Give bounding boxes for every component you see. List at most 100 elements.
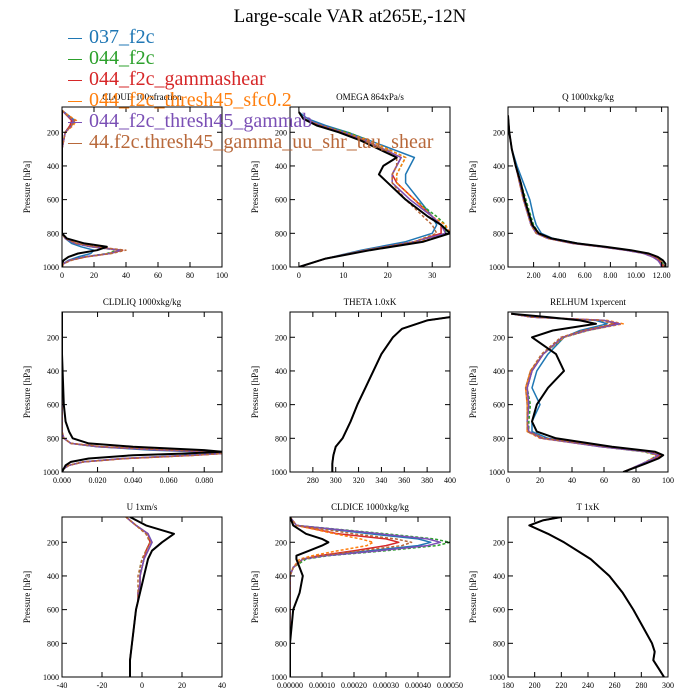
x-tick-label: 0 xyxy=(60,271,64,280)
y-axis-label: Pressure [hPa] xyxy=(250,571,260,623)
x-tick-label: 0 xyxy=(506,476,510,485)
x-tick-label: 60 xyxy=(600,476,608,485)
y-axis-label: Pressure [hPa] xyxy=(468,366,478,418)
panel-title: U 1xm/s xyxy=(127,502,158,512)
panel-title: RELHUM 1xpercent xyxy=(550,297,626,307)
series-line xyxy=(528,517,665,677)
x-tick-label: 0.00030 xyxy=(373,681,399,690)
x-tick-label: 400 xyxy=(444,476,456,485)
y-axis-label: Pressure [hPa] xyxy=(22,571,32,623)
figure-title: Large-scale VAR at265E,-12N xyxy=(233,6,467,27)
panel-title: THETA 1.0xK xyxy=(344,297,397,307)
panel-title: CLOUD 100xfraction xyxy=(102,92,182,102)
x-tick-label: 12.00 xyxy=(653,271,671,280)
x-tick-label: 360 xyxy=(398,476,410,485)
series-group xyxy=(62,312,222,472)
y-tick-label: 400 xyxy=(275,162,287,171)
x-tick-label: 0.020 xyxy=(89,476,107,485)
y-tick-label: 800 xyxy=(493,229,505,238)
panel-title: CLDICE 1000xkg/kg xyxy=(331,502,409,512)
y-tick-label: 400 xyxy=(493,162,505,171)
y-tick-label: 1000 xyxy=(271,468,287,477)
series-group xyxy=(528,517,665,677)
legend-swatch xyxy=(68,38,82,39)
x-tick-label: 0.00020 xyxy=(341,681,367,690)
series-group xyxy=(331,316,450,472)
x-tick-label: 0.00050 xyxy=(437,681,463,690)
x-tick-label: 2.00 xyxy=(527,271,541,280)
x-tick-label: 20 xyxy=(384,271,392,280)
y-tick-label: 400 xyxy=(493,367,505,376)
y-tick-label: 200 xyxy=(275,538,287,547)
x-tick-label: 0.000 xyxy=(53,476,71,485)
y-tick-label: 1000 xyxy=(489,263,505,272)
series-line xyxy=(528,517,665,677)
y-tick-label: 600 xyxy=(275,401,287,410)
legend-swatch xyxy=(68,80,82,81)
x-tick-label: 280 xyxy=(307,476,319,485)
x-tick-label: 300 xyxy=(662,681,674,690)
x-tick-label: 10.00 xyxy=(627,271,645,280)
x-tick-label: 0 xyxy=(140,681,144,690)
y-axis-label: Pressure [hPa] xyxy=(250,366,260,418)
x-tick-label: 8.00 xyxy=(603,271,617,280)
series-line-reference xyxy=(62,110,108,267)
y-tick-label: 800 xyxy=(275,434,287,443)
x-tick-label: -40 xyxy=(57,681,68,690)
x-tick-label: 180 xyxy=(502,681,514,690)
y-tick-label: 600 xyxy=(493,196,505,205)
panel-title: T 1xK xyxy=(576,502,600,512)
y-tick-label: 600 xyxy=(47,401,59,410)
series-line xyxy=(62,109,121,267)
y-tick-label: 800 xyxy=(47,229,59,238)
y-axis-label: Pressure [hPa] xyxy=(468,161,478,213)
y-tick-label: 1000 xyxy=(271,673,287,682)
x-tick-label: 40 xyxy=(218,681,226,690)
x-tick-label: 240 xyxy=(582,681,594,690)
series-line xyxy=(62,312,222,472)
series-line xyxy=(528,517,665,677)
x-tick-label: 280 xyxy=(635,681,647,690)
legend-swatch xyxy=(68,122,82,123)
x-tick-label: 80 xyxy=(186,271,194,280)
series-line xyxy=(290,517,432,677)
legend-label: 044_f2c_gammashear xyxy=(89,68,266,90)
y-axis-label: Pressure [hPa] xyxy=(250,161,260,213)
y-tick-label: 800 xyxy=(47,639,59,648)
plot-frame xyxy=(61,311,223,473)
y-tick-label: 1000 xyxy=(271,263,287,272)
y-tick-label: 400 xyxy=(275,572,287,581)
x-tick-label: 40 xyxy=(122,271,130,280)
x-tick-label: -20 xyxy=(97,681,108,690)
y-tick-label: 1000 xyxy=(43,263,59,272)
x-tick-label: 380 xyxy=(421,476,433,485)
panel-title: CLDLIQ 1000xkg/kg xyxy=(103,297,182,307)
x-tick-label: 10 xyxy=(339,271,347,280)
y-axis-label: Pressure [hPa] xyxy=(22,366,32,418)
x-tick-label: 20 xyxy=(536,476,544,485)
panel-title: Q 1000xkg/kg xyxy=(562,92,614,102)
series-line xyxy=(528,517,665,677)
series-group xyxy=(290,517,450,677)
x-tick-label: 30 xyxy=(428,271,436,280)
x-tick-label: 20 xyxy=(90,271,98,280)
series-line xyxy=(528,517,665,677)
y-tick-label: 400 xyxy=(47,367,59,376)
plot-frame xyxy=(507,516,669,678)
legend-label: 044_f2c_thresh45_sfc0.2 xyxy=(89,89,292,111)
y-tick-label: 600 xyxy=(47,606,59,615)
legend-swatch xyxy=(68,101,82,102)
x-tick-label: 220 xyxy=(555,681,567,690)
y-tick-label: 1000 xyxy=(489,673,505,682)
y-axis-label: Pressure [hPa] xyxy=(468,571,478,623)
x-tick-label: 0 xyxy=(297,271,301,280)
y-tick-label: 800 xyxy=(275,229,287,238)
series-line xyxy=(511,312,660,472)
y-tick-label: 400 xyxy=(47,572,59,581)
chart-panel: 200 400 600 800 1000 2.00 4.00 6.00 8.00 10.00 12.… xyxy=(468,92,671,280)
legend-label: 037_f2c xyxy=(89,26,155,48)
series-line-reference xyxy=(511,312,665,472)
y-tick-label: 600 xyxy=(493,606,505,615)
